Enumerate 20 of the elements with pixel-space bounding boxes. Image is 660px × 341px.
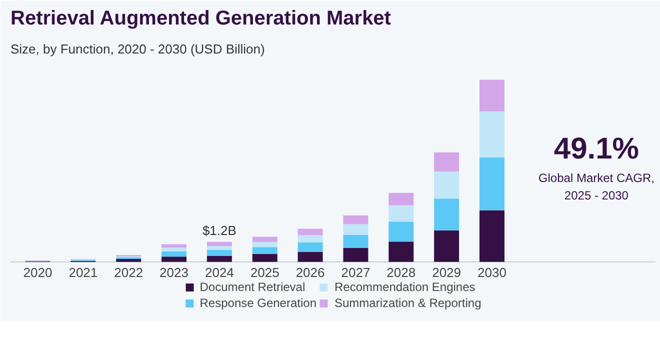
legend-label: Summarization & Reporting bbox=[334, 296, 482, 310]
x-tick-label: 2029 bbox=[432, 264, 462, 280]
chart-title: Retrieval Augmented Generation Market bbox=[10, 8, 392, 30]
x-tick-label: 2020 bbox=[23, 264, 52, 280]
x-tick-label: 2027 bbox=[341, 264, 370, 280]
legend-label: Recommendation Engines bbox=[334, 280, 476, 294]
x-tick-label: 2028 bbox=[386, 264, 416, 280]
x-tick-label: 2024 bbox=[204, 264, 234, 280]
legend-label: Document Retrieval bbox=[200, 280, 306, 294]
chart-subtitle: Size, by Function, 2020 - 2030 (USD Billion) bbox=[10, 42, 265, 56]
text: 49.1% bbox=[554, 132, 639, 166]
x-tick-label: 2026 bbox=[296, 264, 325, 280]
x-tick-label: 2021 bbox=[68, 264, 98, 280]
x-tick-label: 2030 bbox=[478, 264, 506, 280]
x-tick-label: 2022 bbox=[114, 264, 144, 280]
text: Global Market CAGR, 2025 - 2030 bbox=[538, 170, 654, 202]
x-tick-label: 2023 bbox=[160, 264, 188, 280]
annotation: $1.2B bbox=[202, 223, 236, 238]
x-tick-label: 2025 bbox=[250, 264, 280, 280]
legend-label: Response Generation bbox=[200, 296, 317, 310]
